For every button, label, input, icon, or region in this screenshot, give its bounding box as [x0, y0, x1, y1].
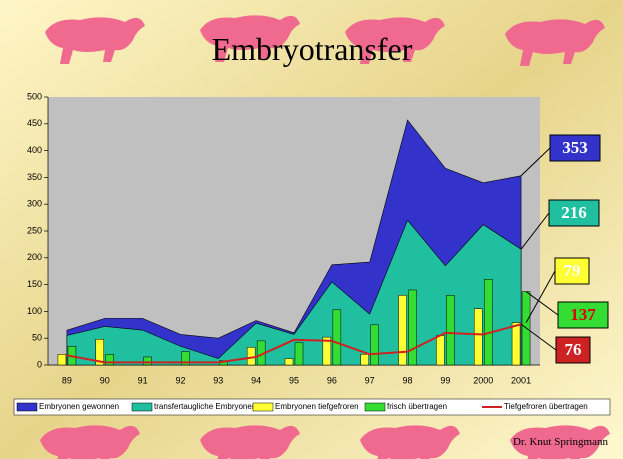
bar: [333, 310, 341, 365]
legend-swatch: [132, 403, 152, 411]
legend-label: Tiefgefroren übertragen: [504, 402, 588, 411]
x-tick-label: 99: [440, 375, 450, 385]
x-tick-label: 95: [289, 375, 299, 385]
bar: [512, 323, 520, 365]
bar: [436, 336, 444, 365]
bar: [446, 295, 454, 365]
bar: [474, 309, 482, 365]
callout-label: 76: [565, 340, 582, 359]
x-tick-label: 94: [251, 375, 261, 385]
x-tick-label: 93: [213, 375, 223, 385]
y-tick-label: 500: [27, 91, 42, 101]
y-tick-label: 400: [27, 145, 42, 155]
legend-label: Embryonen tiefgefroren: [275, 402, 359, 411]
x-tick-label: 98: [403, 375, 413, 385]
legend-swatch: [253, 403, 273, 411]
x-tick-label: 2001: [511, 375, 531, 385]
y-tick-label: 100: [27, 306, 42, 316]
x-tick-label: 92: [175, 375, 185, 385]
y-tick-label: 0: [37, 359, 42, 369]
x-tick-label: 96: [327, 375, 337, 385]
callout-label: 216: [561, 203, 587, 222]
y-tick-label: 250: [27, 225, 42, 235]
bar: [484, 279, 492, 365]
legend-label: frisch übertragen: [387, 402, 447, 411]
legend-label: Embryonen gewonnen: [39, 402, 119, 411]
bar: [58, 354, 66, 365]
bar: [399, 295, 407, 365]
callout-label: 137: [570, 305, 596, 324]
callout-label: 79: [564, 261, 581, 280]
x-tick-label: 90: [100, 375, 110, 385]
bar: [285, 359, 293, 365]
legend-swatch: [17, 403, 37, 411]
bar: [409, 290, 417, 365]
legend-swatch: [365, 403, 385, 411]
callout-label: 353: [562, 138, 588, 157]
x-tick-label: 89: [62, 375, 72, 385]
x-tick-label: 97: [365, 375, 375, 385]
y-tick-label: 450: [27, 118, 42, 128]
x-tick-label: 2000: [473, 375, 493, 385]
y-tick-label: 200: [27, 252, 42, 262]
chart-title: Embryotransfer: [212, 31, 413, 67]
slide: Embryotransfer Dr. Knut Springmann 0 50 10…: [0, 0, 623, 459]
footer: Dr. Knut Springmann: [513, 436, 609, 448]
bar: [144, 357, 152, 365]
legend-label: transfertaugliche Embryonen: [154, 402, 256, 411]
y-tick-label: 300: [27, 199, 42, 209]
bar: [247, 347, 255, 365]
y-tick-label: 50: [32, 333, 42, 343]
bar: [361, 354, 369, 365]
y-tick-label: 150: [27, 279, 42, 289]
y-tick-label: 350: [27, 172, 42, 182]
x-tick-label: 91: [138, 375, 148, 385]
bar: [371, 325, 379, 365]
bar: [295, 342, 303, 365]
bar: [106, 354, 114, 365]
